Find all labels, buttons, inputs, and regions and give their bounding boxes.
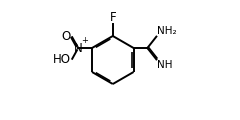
Text: HO: HO: [53, 53, 71, 66]
Text: O: O: [62, 30, 71, 43]
Text: +: +: [81, 36, 88, 45]
Text: F: F: [109, 11, 116, 24]
Text: NH₂: NH₂: [157, 26, 177, 36]
Text: N: N: [74, 42, 83, 54]
Text: NH: NH: [157, 60, 173, 70]
